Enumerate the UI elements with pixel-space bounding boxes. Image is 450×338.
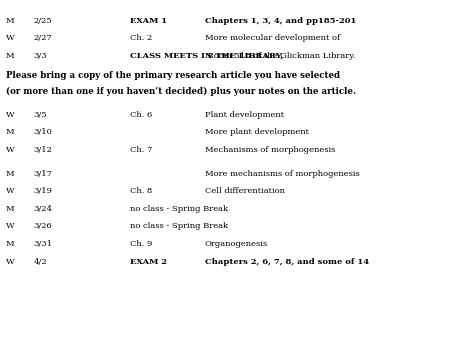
Text: EXAM 1: EXAM 1	[130, 17, 167, 25]
Text: Chapters 1, 3, 4, and pp185-201: Chapters 1, 3, 4, and pp185-201	[205, 17, 356, 25]
Text: Room 518 of the Glickman Library.: Room 518 of the Glickman Library.	[205, 52, 355, 60]
Text: M: M	[6, 128, 14, 137]
Text: More mechanisms of morphogenesis: More mechanisms of morphogenesis	[205, 170, 360, 178]
Text: Ch. 7: Ch. 7	[130, 146, 153, 154]
Text: M: M	[6, 240, 14, 248]
Text: 3/26: 3/26	[34, 222, 53, 231]
Text: More molecular development of: More molecular development of	[205, 34, 342, 43]
Text: Ch. 6: Ch. 6	[130, 111, 153, 119]
Text: 4/2: 4/2	[34, 258, 47, 266]
Text: Organogenesis: Organogenesis	[205, 240, 268, 248]
Text: Please bring a copy of the primary research article you have selected: Please bring a copy of the primary resea…	[6, 71, 340, 80]
Text: Ch. 9: Ch. 9	[130, 240, 153, 248]
Text: M: M	[6, 17, 14, 25]
Text: 3/17: 3/17	[34, 170, 53, 178]
Text: CLASS MEETS IN THE LIBRARY,: CLASS MEETS IN THE LIBRARY,	[130, 52, 284, 60]
Text: 3/19: 3/19	[34, 187, 53, 195]
Text: Ch. 2: Ch. 2	[130, 34, 153, 43]
Text: 2/25: 2/25	[34, 17, 53, 25]
Text: W: W	[6, 187, 14, 195]
Text: W: W	[6, 222, 14, 231]
Text: W: W	[6, 34, 14, 43]
Text: 3/24: 3/24	[34, 205, 53, 213]
Text: M: M	[6, 170, 14, 178]
Text: Ch. 8: Ch. 8	[130, 187, 153, 195]
Text: 3/3: 3/3	[34, 52, 47, 60]
Text: 3/10: 3/10	[34, 128, 53, 137]
Text: M: M	[6, 205, 14, 213]
Text: Chapters 2, 6, 7, 8, and some of 14: Chapters 2, 6, 7, 8, and some of 14	[205, 258, 369, 266]
Text: 3/31: 3/31	[34, 240, 53, 248]
Text: (or more than one if you haven’t decided) plus your notes on the article.: (or more than one if you haven’t decided…	[6, 87, 356, 96]
Text: EXAM 2: EXAM 2	[130, 258, 167, 266]
Text: Cell differentiation: Cell differentiation	[205, 187, 285, 195]
Text: 2/27: 2/27	[34, 34, 53, 43]
Text: Mechanisms of morphogenesis: Mechanisms of morphogenesis	[205, 146, 335, 154]
Text: More plant development: More plant development	[205, 128, 309, 137]
Text: 3/5: 3/5	[34, 111, 47, 119]
Text: 3/12: 3/12	[34, 146, 53, 154]
Text: W: W	[6, 146, 14, 154]
Text: W: W	[6, 258, 14, 266]
Text: Plant development: Plant development	[205, 111, 284, 119]
Text: no class - Spring Break: no class - Spring Break	[130, 205, 229, 213]
Text: no class - Spring Break: no class - Spring Break	[130, 222, 229, 231]
Text: W: W	[6, 111, 14, 119]
Text: M: M	[6, 52, 14, 60]
